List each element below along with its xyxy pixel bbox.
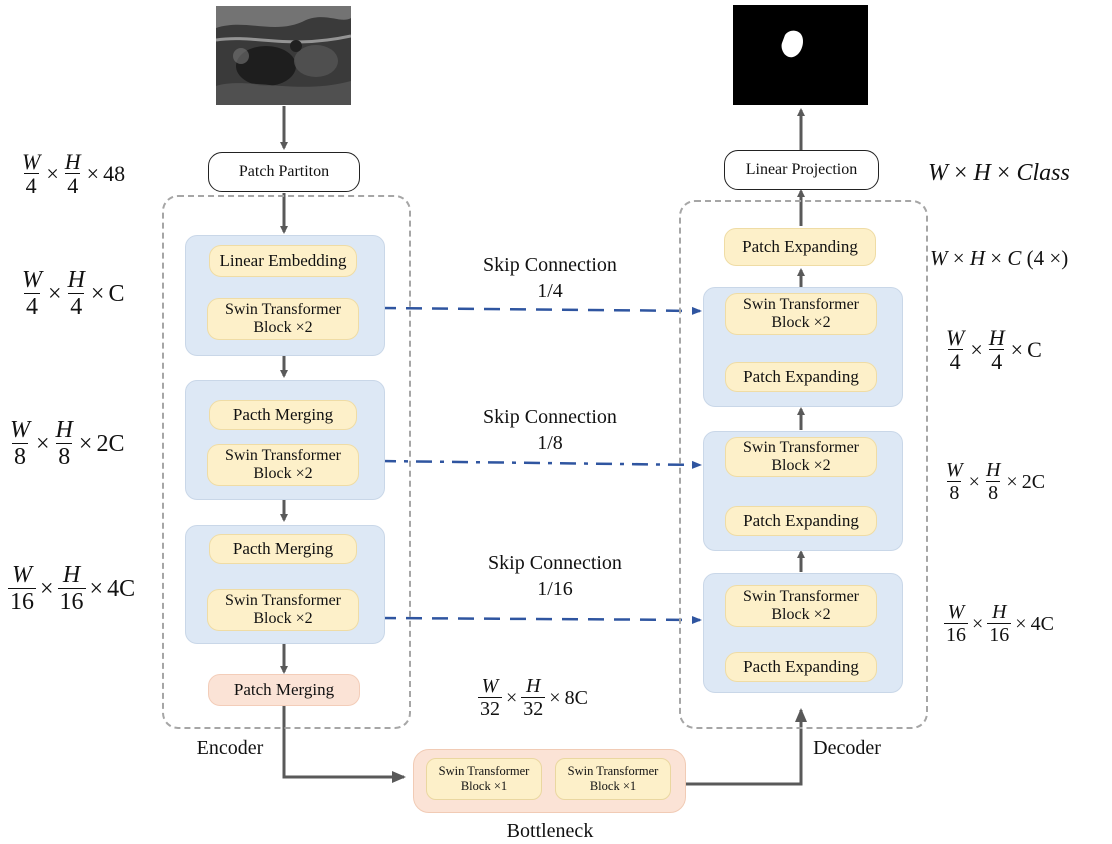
decoder-group: [679, 200, 928, 729]
decoder-swin-block-2: Swin Transformer Block ×2: [725, 437, 877, 477]
arrow-bottleneck-to-decoder: [684, 708, 807, 786]
skip-line-1: [379, 306, 702, 315]
decoder-expanding-block-1: Patch Expanding: [725, 362, 877, 392]
skip-line-2: [379, 459, 702, 469]
encoder-swin-block-1: Swin Transformer Block ×2: [207, 298, 359, 340]
decoder-swin-block-3: Swin Transformer Block ×2: [725, 585, 877, 627]
arrow-merge-to-bottleneck: [282, 706, 406, 783]
decoder-expanding-block-3: Pacth Expanding: [725, 652, 877, 682]
skip-label-3: Skip Connection 1/16: [488, 552, 622, 600]
encoder-swin-block-2: Swin Transformer Block ×2: [207, 444, 359, 486]
dim-right-2: W 16 × H 16 × 4C: [944, 601, 1054, 646]
final-patch-merging-block: Patch Merging: [208, 674, 360, 706]
encoder-swin-block-3: Swin Transformer Block ×2: [207, 589, 359, 631]
output-mask-image: [733, 5, 868, 105]
patch-partition-label: Patch Partiton: [238, 163, 330, 180]
output-dim-formula: W × H × Class: [928, 160, 1070, 186]
decoder-expanding-block-2: Patch Expanding: [725, 506, 877, 536]
bottleneck-title: Bottleneck: [506, 820, 594, 842]
input-ultrasound-image: [216, 6, 351, 105]
linear-embedding-block: Linear Embedding: [209, 245, 357, 277]
skip-line-3: [379, 615, 702, 624]
decoder-title: Decoder: [813, 737, 881, 759]
patch-partition-node: Patch Partiton: [208, 152, 360, 192]
linear-projection-node: Linear Projection: [724, 150, 879, 190]
encoder-merging-block-3: Pacth Merging: [209, 534, 357, 564]
encoder-group: [162, 195, 411, 729]
bottleneck-swin-block-1: Swin Transformer Block ×1: [426, 758, 542, 800]
decoder-top-expanding-block: Patch Expanding: [724, 228, 876, 266]
encoder-merging-block-2: Pacth Merging: [209, 400, 357, 430]
expand-dim-formula: W × H × C (4 ×): [930, 246, 1069, 270]
encoder-title: Encoder: [196, 737, 264, 759]
skip-label-2: Skip Connection 1/8: [483, 406, 617, 454]
decoder-swin-block-1: Swin Transformer Block ×2: [725, 293, 877, 335]
bottleneck-swin-block-2: Swin Transformer Block ×1: [555, 758, 671, 800]
dim-left-3: W 16 × H 16 × 4C: [8, 562, 136, 616]
skip-label-1: Skip Connection 1/4: [483, 254, 617, 302]
dim-bottleneck: W 32 × H 32 × 8C: [478, 675, 588, 720]
